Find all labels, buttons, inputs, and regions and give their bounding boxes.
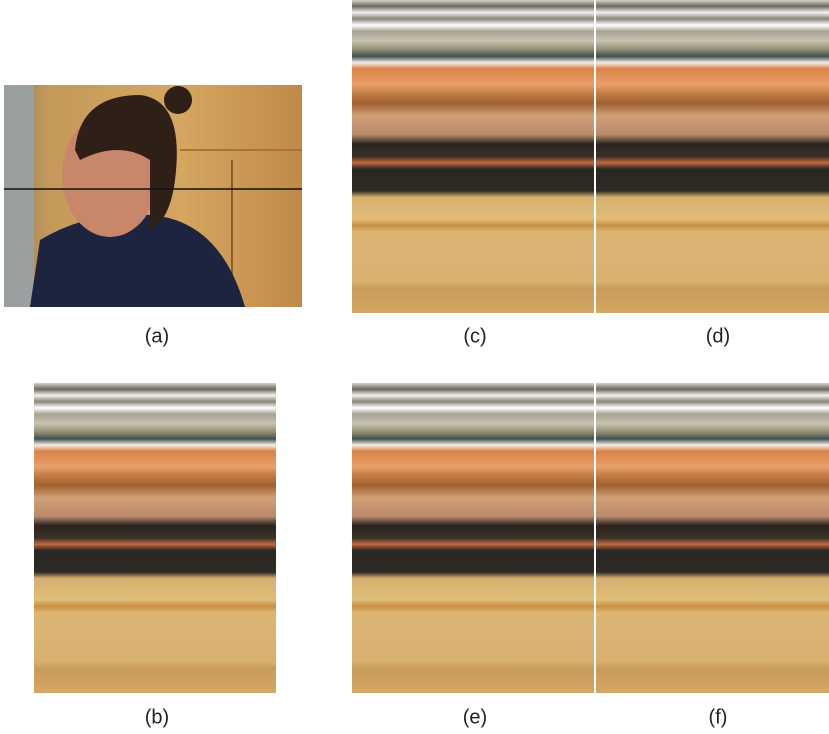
panel-label: (d) — [706, 325, 730, 347]
panel-label: (f) — [709, 706, 728, 728]
figure: (a) (b) (c) (d) (e) (f) — [0, 0, 829, 734]
panel-label: (a) — [145, 325, 169, 347]
panel-c — [352, 0, 594, 313]
panel-f — [596, 383, 829, 693]
panel-d — [596, 0, 829, 313]
panel-e — [352, 383, 594, 693]
photo — [4, 85, 302, 307]
panel-label: (b) — [145, 706, 169, 728]
panel-label: (c) — [463, 325, 486, 347]
panel-b — [34, 383, 276, 693]
panel-label: (e) — [463, 706, 487, 728]
